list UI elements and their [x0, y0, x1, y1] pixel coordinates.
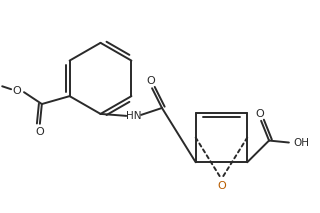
Text: O: O	[36, 127, 44, 137]
Text: OH: OH	[294, 138, 310, 148]
Text: O: O	[217, 181, 226, 191]
Text: O: O	[147, 76, 156, 86]
Text: HN: HN	[126, 111, 142, 121]
Text: O: O	[13, 86, 21, 96]
Text: O: O	[256, 109, 265, 119]
